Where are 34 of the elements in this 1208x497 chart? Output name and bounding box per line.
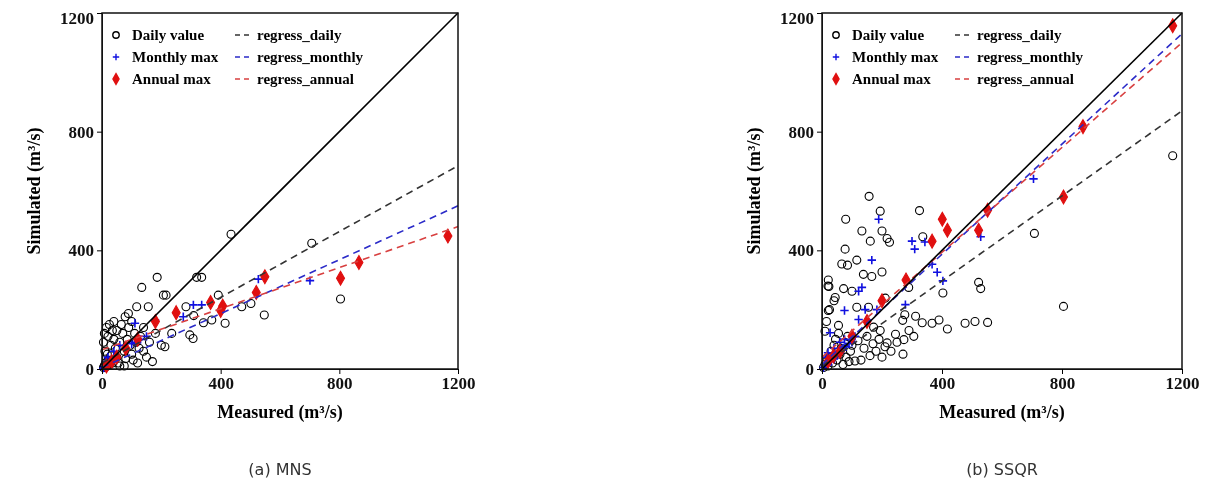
x-tick-label: 1200	[441, 374, 476, 394]
text: (a) MNS	[248, 460, 312, 479]
y-tick-label: 1200	[780, 8, 814, 28]
legend-label: regress_daily	[977, 27, 1062, 43]
legend-label: Annual max	[852, 71, 932, 87]
x-tick-label: 400	[929, 374, 956, 394]
x-tick-label: 800	[327, 374, 353, 394]
y-axis-title: Simulated (m³/s)	[744, 127, 765, 255]
x-tick-label: 0	[98, 374, 107, 394]
y-tick-label: 400	[788, 241, 814, 261]
x-tick-label: 400	[208, 374, 234, 394]
x-tick-label: 1200	[1165, 374, 1200, 394]
legend-label: regress_monthly	[977, 49, 1084, 65]
y-axis-title: Simulated (m³/s)	[24, 127, 45, 255]
text: (b) SSQR	[966, 460, 1038, 479]
y-tick-label: 0	[805, 359, 814, 379]
y-tick-label: 800	[788, 122, 814, 142]
legend-label: regress_annual	[977, 71, 1074, 87]
legend-label: regress_daily	[257, 27, 342, 43]
legend-label: Monthly max	[132, 49, 219, 65]
legend-label: Monthly max	[852, 49, 939, 65]
x-axis-title: Measured (m³/s)	[939, 402, 1065, 423]
y-tick-label: 400	[68, 241, 94, 261]
y-tick-label: 1200	[60, 8, 94, 28]
y-tick-label: 800	[68, 122, 94, 142]
legend-label: Daily value	[132, 27, 205, 43]
legend-label: regress_monthly	[257, 49, 364, 65]
legend-label: Annual max	[132, 71, 212, 87]
x-tick-label: 800	[1049, 374, 1076, 394]
x-axis-title: Measured (m³/s)	[217, 402, 343, 423]
legend-label: Daily value	[852, 27, 925, 43]
y-tick-label: 0	[85, 359, 94, 379]
x-tick-label: 0	[818, 374, 827, 394]
legend-label: regress_annual	[257, 71, 354, 87]
